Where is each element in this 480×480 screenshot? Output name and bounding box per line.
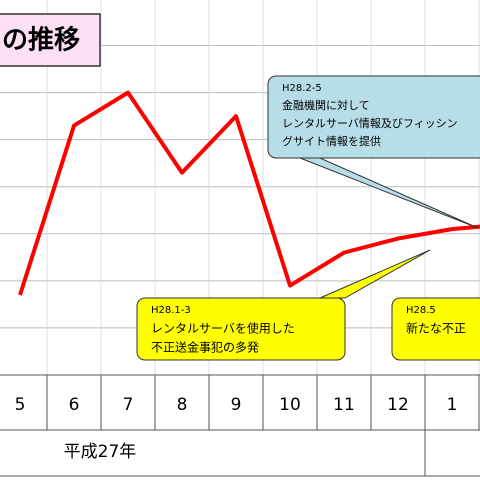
x-tick-label: 11	[333, 395, 355, 415]
callout-text: H28.2-5	[282, 83, 322, 94]
callout-text: 不正送金事犯の多発	[151, 340, 259, 355]
chart-title: の推移	[2, 26, 80, 56]
callout-text: レンタルサーバ情報及びフィッシン	[282, 117, 458, 130]
x-tick-label: 8	[177, 395, 188, 415]
year-label: 平成27年	[64, 442, 137, 462]
callout-text: グサイト情報を提供	[282, 134, 381, 148]
callout-text: H28.5	[406, 305, 436, 316]
callout-box	[267, 75, 480, 159]
x-tick-label: 1	[447, 395, 458, 415]
x-tick-label: 5	[15, 395, 26, 415]
x-tick-label: 6	[69, 395, 80, 415]
callout-text: H28.1-3	[151, 305, 191, 316]
x-tick-label: 10	[279, 395, 301, 415]
callout-text: 新たな不正	[406, 321, 466, 336]
callout-text: 金融機関に対して	[282, 98, 370, 112]
title-box	[0, 13, 101, 67]
callout-box	[136, 297, 346, 361]
x-tick-label: 12	[387, 395, 409, 415]
x-tick-label: 9	[231, 395, 242, 415]
series-line	[18, 90, 480, 296]
callout-box	[391, 297, 480, 361]
callout-text: レンタルサーバを使用した	[151, 321, 295, 336]
x-tick-label: 7	[123, 395, 134, 415]
